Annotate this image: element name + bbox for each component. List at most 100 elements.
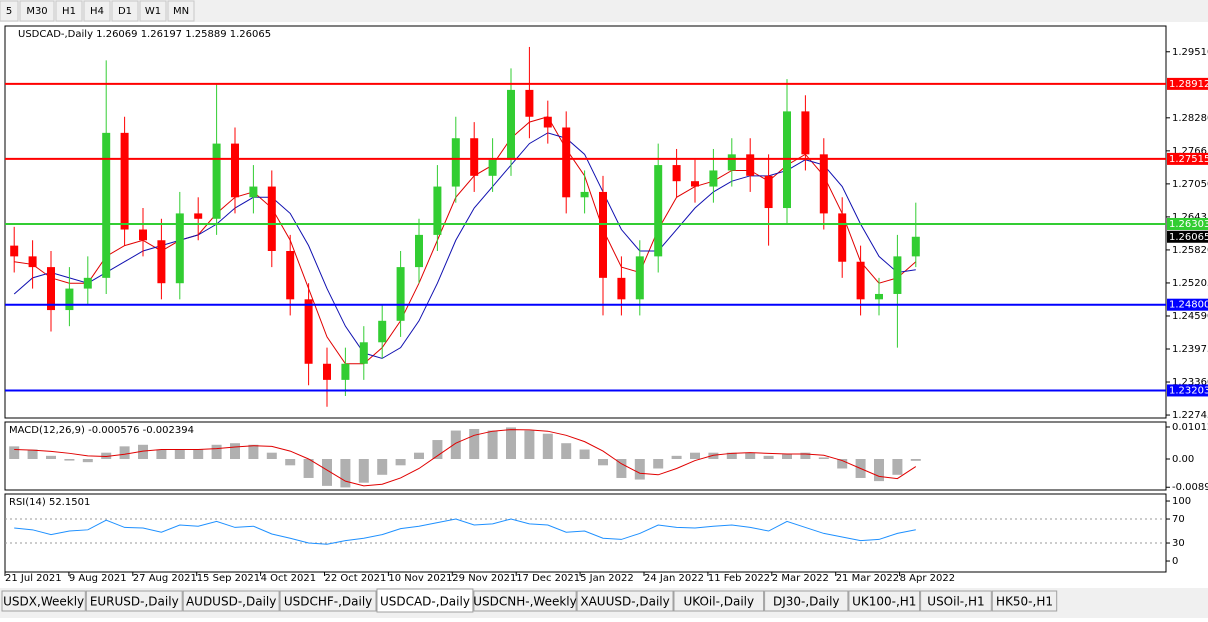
y-tick-label: 0.00: [1172, 454, 1194, 465]
tab-label[interactable]: HK50-,H1: [996, 595, 1053, 609]
pane-title: MACD(12,26,9) -0.000576 -0.002394: [9, 425, 194, 436]
level-tag-label: 1.28912: [1169, 79, 1208, 90]
tab-label[interactable]: UK100-,H1: [852, 595, 916, 609]
toolbar-button[interactable]: [83, 0, 111, 22]
x-tick-label: 5 Jan 2022: [580, 573, 634, 584]
histogram-bar: [377, 459, 388, 475]
y-tick-label: 70: [1172, 514, 1185, 525]
toolbar: [0, 0, 1208, 22]
candle-body: [341, 363, 350, 380]
candle-body: [654, 165, 663, 257]
tab[interactable]: [991, 590, 1058, 612]
x-tick-label: 2 Mar 2022: [772, 573, 829, 584]
toolbar-button[interactable]: [55, 0, 83, 22]
rsi-line: [14, 518, 916, 545]
tab[interactable]: [920, 590, 992, 612]
x-tick-label: 11 Feb 2022: [708, 573, 770, 584]
tab[interactable]: [673, 590, 765, 612]
histogram-bar: [156, 449, 167, 460]
tab[interactable]: [848, 590, 921, 612]
toolbar-button[interactable]: [167, 0, 195, 22]
candle-body: [893, 256, 902, 294]
toolbar-button[interactable]: [139, 0, 167, 22]
tab-label[interactable]: AUDUSD-,Daily: [186, 595, 276, 609]
tab[interactable]: [576, 590, 674, 612]
toolbar-button-label[interactable]: D1: [118, 6, 132, 17]
candle-body: [433, 186, 442, 235]
histogram-bar: [818, 457, 829, 460]
tab[interactable]: [376, 588, 474, 613]
candle-body: [470, 138, 479, 176]
y-tick-label: 30: [1172, 538, 1185, 549]
candle-body: [599, 191, 607, 278]
toolbar-button-label[interactable]: W1: [145, 6, 161, 17]
y-tick-label: 0.010127: [1172, 422, 1208, 433]
candle-body: [249, 186, 258, 198]
toolbar-button[interactable]: [0, 0, 19, 22]
toolbar-button-label[interactable]: MN: [173, 6, 189, 17]
histogram-bar: [27, 449, 38, 460]
x-tick-label: 10 Nov 2021: [388, 573, 452, 584]
histogram-bar: [358, 459, 369, 483]
tab[interactable]: [1, 590, 86, 612]
histogram-bar: [138, 444, 148, 460]
toolbar-button-label[interactable]: H1: [62, 6, 76, 17]
histogram-bar: [469, 428, 480, 460]
level-tag-label: 1.23203: [1169, 385, 1208, 396]
x-tick-label: 21 Mar 2022: [836, 573, 899, 584]
tab[interactable]: [85, 590, 183, 612]
tab-label[interactable]: USOil-,H1: [927, 595, 984, 609]
histogram-bar: [524, 430, 535, 460]
tab-label[interactable]: XAUUSD-,Daily: [580, 595, 669, 609]
histogram-bar: [800, 452, 811, 460]
candle-body: [286, 250, 295, 300]
candle-body: [175, 213, 184, 284]
x-tick-label: 27 Aug 2021: [133, 573, 197, 584]
histogram-bar: [46, 455, 56, 460]
candle-body: [727, 154, 736, 171]
price-tag: [1167, 230, 1208, 243]
tab-label[interactable]: UKOil-,Daily: [683, 595, 754, 609]
x-tick-label: 22 Oct 2021: [325, 573, 387, 584]
candle-body: [746, 154, 755, 176]
tab[interactable]: [764, 590, 849, 612]
histogram-bar: [782, 454, 792, 460]
candle-body: [672, 165, 681, 182]
x-tick-label: 4 Oct 2021: [261, 573, 316, 584]
candle-body: [267, 186, 276, 251]
toolbar-button[interactable]: [19, 0, 55, 22]
candle-body: [562, 127, 571, 198]
tab-label[interactable]: DJ30-,Daily: [773, 595, 840, 609]
candle-body: [212, 143, 221, 219]
toolbar-button[interactable]: [111, 0, 139, 22]
histogram-bar: [837, 459, 848, 469]
level-tag-label: 1.24800: [1169, 300, 1208, 311]
tab-label[interactable]: USDCNH-,Weekly: [473, 595, 576, 609]
histogram-bar: [542, 433, 553, 460]
tab-label[interactable]: USDCHF-,Daily: [284, 595, 372, 609]
histogram-bar: [9, 446, 20, 460]
tab[interactable]: [473, 590, 577, 612]
candle-body: [451, 138, 460, 187]
histogram-bar: [322, 459, 332, 486]
level-tag-label: 1.27515: [1169, 154, 1208, 165]
y-tick-label: 1.29510: [1172, 47, 1208, 58]
candle-body: [764, 175, 773, 209]
histogram-bar: [119, 446, 130, 460]
x-tick-label: 21 Jul 2021: [5, 573, 62, 584]
tab-label[interactable]: USDX,Weekly: [3, 595, 84, 609]
toolbar-button-label[interactable]: M30: [26, 6, 47, 17]
candle-body: [10, 245, 19, 257]
tab[interactable]: [279, 590, 377, 612]
candle-body: [194, 213, 203, 219]
tab-label[interactable]: EURUSD-,Daily: [90, 595, 179, 609]
y-tick-label: 1.24590: [1172, 311, 1208, 322]
histogram-bar: [230, 443, 240, 460]
toolbar-button-label[interactable]: 5: [6, 6, 12, 17]
toolbar-button-label[interactable]: H4: [90, 6, 104, 17]
tab-label[interactable]: USDCAD-,Daily: [380, 595, 470, 609]
candle-body: [120, 132, 129, 230]
histogram-bar: [671, 455, 682, 460]
tab[interactable]: [182, 590, 280, 612]
